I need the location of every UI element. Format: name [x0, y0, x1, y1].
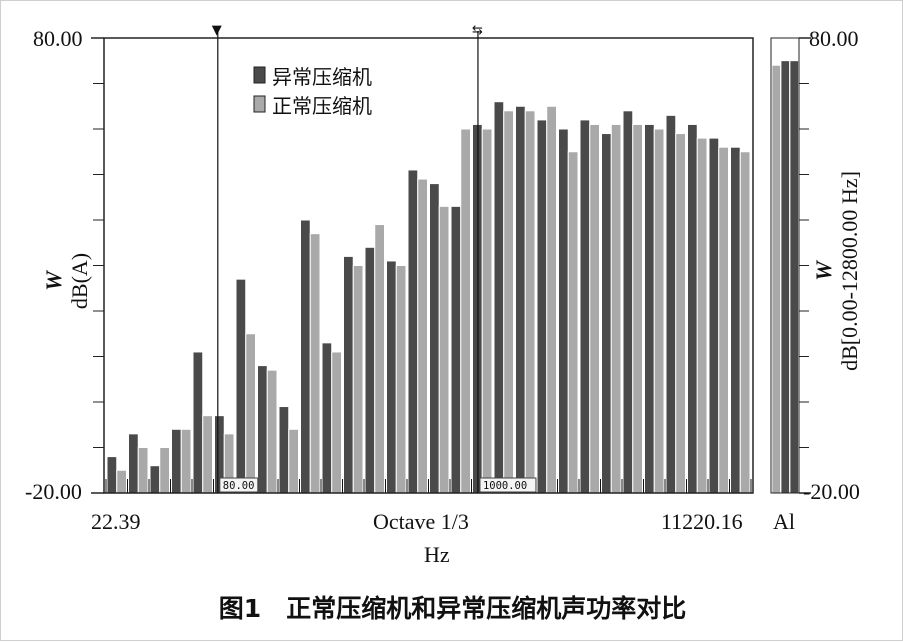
bar-normal-9: [309, 233, 321, 494]
y-axis-label: W dB(A): [41, 206, 101, 356]
al-label: Al: [773, 509, 795, 534]
right-y-axis-label: W dB[0.00-12800.00 Hz]: [811, 106, 871, 436]
x-axis-right-label: 11220.16: [661, 509, 743, 534]
x-axis-unit-label: Hz: [424, 542, 450, 567]
legend-swatch-normal: [253, 95, 266, 113]
al-bar-0: [771, 64, 781, 494]
legend-label-abnormal: 异常压缩机: [272, 65, 372, 89]
cursor-2-value-box: [479, 477, 537, 493]
bar-abnormal-15: [429, 183, 440, 494]
y-axis-unit: dB(A): [67, 252, 92, 310]
bar-normal-1: [137, 447, 149, 494]
bar-abnormal-26: [665, 114, 677, 494]
bar-normal-3: [180, 428, 192, 494]
bar-normal-24: [632, 123, 643, 494]
bars-layer: [106, 101, 751, 494]
bar-normal-21: [567, 151, 579, 494]
bar-normal-11: [352, 265, 364, 494]
bar-abnormal-7: [257, 365, 268, 494]
right-y-axis-var: W: [811, 261, 836, 281]
bar-normal-26: [675, 133, 686, 494]
cursor-2-marker-icon[interactable]: ⇆: [472, 23, 483, 38]
bar-abnormal-16: [450, 205, 462, 494]
figure-caption: 图1 正常压缩机和异常压缩机声功率对比: [218, 594, 687, 623]
cursor-1-value-label: 80.00: [223, 480, 255, 492]
bar-abnormal-28: [708, 137, 720, 494]
bar-abnormal-19: [515, 105, 526, 494]
y-axis-var: W: [41, 271, 66, 291]
cursor-layer: ▼ 80.00 ⇆ 1000.00: [212, 23, 537, 493]
bar-abnormal-29: [730, 146, 741, 494]
bar-abnormal-4: [192, 351, 204, 494]
bar-abnormal-8: [278, 406, 290, 494]
bar-abnormal-21: [558, 128, 569, 494]
bar-normal-29: [739, 151, 751, 494]
bar-normal-20: [546, 105, 557, 494]
bar-normal-17: [481, 128, 493, 494]
bar-normal-28: [718, 146, 729, 494]
bar-abnormal-23: [601, 133, 612, 494]
bar-abnormal-20: [536, 119, 548, 494]
bar-abnormal-3: [171, 428, 182, 494]
legend: 异常压缩机 正常压缩机: [253, 65, 372, 118]
bar-normal-0: [116, 469, 127, 494]
bar-abnormal-11: [343, 255, 354, 494]
bar-normal-15: [438, 205, 450, 494]
bar-abnormal-22: [579, 119, 591, 494]
bar-abnormal-25: [644, 123, 655, 494]
bar-normal-2: [159, 447, 170, 494]
bar-abnormal-18: [493, 101, 505, 494]
bar-normal-22: [589, 123, 600, 494]
legend-label-normal: 正常压缩机: [272, 94, 372, 118]
bar-normal-23: [610, 123, 622, 494]
bar-abnormal-10: [321, 342, 333, 494]
al-bar-2: [789, 60, 799, 494]
legend-swatch-abnormal: [253, 66, 266, 84]
x-axis-center-label: Octave 1/3: [373, 509, 469, 534]
right-y-axis-bottom-label: -20.00: [803, 479, 860, 504]
cursor-1-value-box: [219, 477, 259, 493]
bar-normal-10: [331, 351, 342, 494]
right-y-axis-unit: dB[0.00-12800.00 Hz]: [837, 171, 862, 371]
bar-normal-4: [202, 415, 213, 494]
bar-normal-6: [245, 333, 256, 494]
bar-abnormal-1: [128, 433, 139, 494]
bar-normal-16: [460, 128, 471, 494]
bar-normal-7: [266, 369, 278, 494]
bar-abnormal-24: [622, 110, 634, 494]
bar-abnormal-6: [235, 278, 247, 494]
al-bar-1: [780, 60, 790, 494]
x-axis-left-label: 22.39: [91, 509, 141, 534]
bar-normal-25: [653, 128, 665, 494]
bar-abnormal-13: [386, 260, 397, 494]
axis-ticks: [91, 37, 811, 494]
bar-abnormal-14: [407, 169, 419, 494]
bar-normal-14: [417, 178, 428, 494]
cursor-2-value-label: 1000.00: [483, 480, 527, 492]
bar-normal-27: [696, 137, 708, 494]
y-axis-top-label: 80.00: [33, 26, 83, 51]
bar-abnormal-2: [149, 465, 161, 494]
bar-normal-19: [524, 110, 536, 494]
bar-abnormal-0: [106, 456, 118, 494]
bar-abnormal-12: [364, 246, 376, 494]
bar-abnormal-27: [687, 123, 698, 494]
bar-normal-12: [374, 224, 385, 494]
al-bars-layer: [771, 60, 799, 494]
bar-normal-13: [395, 265, 407, 494]
bar-abnormal-9: [300, 219, 311, 494]
cursor-1-marker-icon[interactable]: ▼: [212, 23, 222, 38]
bar-normal-18: [503, 110, 514, 494]
y-axis-bottom-label: -20.00: [25, 479, 82, 504]
bar-normal-8: [288, 428, 299, 494]
right-y-axis-top-label: 80.00: [809, 26, 859, 51]
